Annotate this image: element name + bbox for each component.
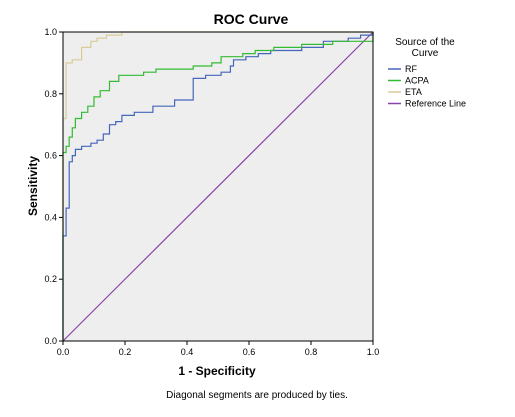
footnote: Diagonal segments are produced by ties. xyxy=(166,390,348,401)
x-tick-label: 0.4 xyxy=(181,347,194,357)
legend-label-eta: ETA xyxy=(405,87,422,97)
plot-area: 0.0 0.2 0.4 0.6 0.8 1.0 0.0 0.2 0.4 0.6 0.8 1.0 xyxy=(44,27,379,357)
legend-title-line: Source of the xyxy=(395,37,455,48)
y-tick-label: 0.2 xyxy=(44,274,57,284)
x-tick-label: 0.6 xyxy=(243,347,256,357)
y-tick-label: 0.4 xyxy=(44,212,57,222)
x-tick-label: 0.2 xyxy=(119,347,132,357)
y-tick-label: 1.0 xyxy=(44,27,57,37)
y-axis-title: Sensitivity xyxy=(26,156,40,216)
series-line-rf xyxy=(62,32,374,341)
y-tick-label: 0.0 xyxy=(44,336,57,346)
chart-title: ROC Curve xyxy=(214,11,289,27)
y-tick-label: 0.8 xyxy=(44,89,57,99)
series-line-reference-line xyxy=(62,31,374,342)
legend-label-acpa: ACPA xyxy=(405,76,429,86)
series-line-acpa xyxy=(62,32,374,341)
y-tick-label: 0.6 xyxy=(44,151,57,161)
x-tick-label: 1.0 xyxy=(367,347,380,357)
x-axis-title: 1 - Specificity xyxy=(178,364,256,378)
legend-title: Source of the Curve xyxy=(395,37,455,59)
legend-label-rf: RF xyxy=(405,64,417,74)
x-tick-label: 0.0 xyxy=(57,347,70,357)
plot-frame xyxy=(62,31,374,342)
x-tick-label: 0.8 xyxy=(305,347,318,357)
legend-label-reference-line: Reference Line xyxy=(405,99,466,109)
series-line-eta xyxy=(62,31,373,341)
legend-title-line: Curve xyxy=(412,48,439,59)
